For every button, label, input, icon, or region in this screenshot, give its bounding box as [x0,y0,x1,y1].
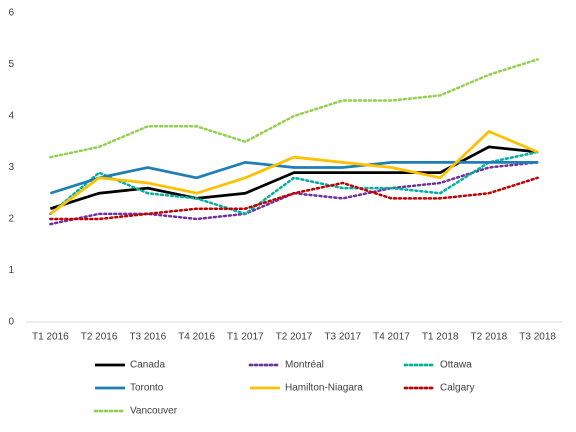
legend-label: Montréal [285,360,324,371]
x-tick-label: T1 2018 [422,332,459,343]
y-tick-label: 2 [8,214,14,225]
legend-label: Toronto [130,383,164,394]
x-tick-label: T2 2016 [81,332,118,343]
legend-label: Ottawa [440,360,472,371]
y-tick-label: 4 [8,111,14,122]
x-tick-label: T2 2018 [471,332,508,343]
series-line [49,58,539,159]
x-tick-label: T3 2016 [129,332,166,343]
x-tick-label: T1 2017 [227,332,264,343]
series-line [49,176,539,221]
x-tick-label: T4 2016 [178,332,215,343]
y-tick-label: 1 [8,265,14,276]
x-tick-label: T3 2017 [324,332,361,343]
series-line [49,129,539,215]
x-tick-label: T4 2017 [373,332,410,343]
y-tick-label: 0 [8,317,14,328]
legend-label: Vancouver [130,406,178,417]
series-line [49,150,539,216]
y-tick-label: 3 [8,162,14,173]
x-tick-label: T1 2016 [32,332,69,343]
y-tick-label: 6 [8,8,14,19]
y-tick-label: 5 [8,59,14,70]
x-tick-label: T2 2017 [276,332,313,343]
legend-label: Calgary [440,383,474,394]
legend-label: Hamilton-Niagara [285,383,363,394]
x-tick-label: T3 2018 [519,332,556,343]
legend-label: Canada [130,360,165,371]
